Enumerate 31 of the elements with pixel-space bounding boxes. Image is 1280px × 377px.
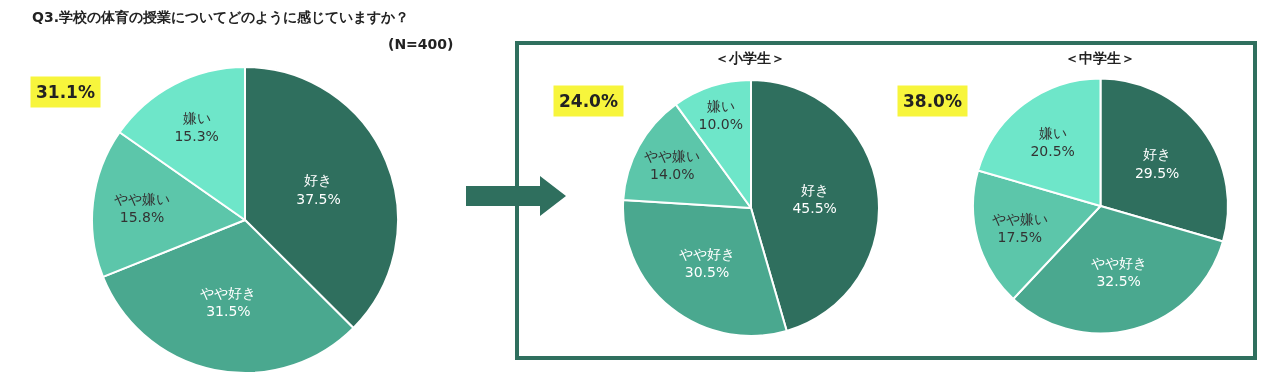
- data-label: 37.5%: [296, 190, 341, 207]
- text: 31.1%: [36, 82, 95, 102]
- data-label: 30.5%: [684, 264, 730, 281]
- slice-label: 好き: [1143, 146, 1172, 163]
- slice-label: やや嫌い: [991, 211, 1048, 227]
- slice-label: 嫌い: [182, 110, 211, 127]
- data-label: 29.5%: [1134, 164, 1180, 181]
- text: 24.0%: [559, 91, 618, 111]
- slice-label: 好き: [304, 172, 333, 189]
- chart-title: ＜中学生＞: [1065, 50, 1135, 66]
- slice-label: やや好き: [678, 245, 735, 262]
- text: (N=400): [388, 36, 454, 52]
- slice-label: やや好き: [200, 284, 257, 301]
- chart-title: ＜小学生＞: [715, 50, 785, 66]
- slice-label: やや嫌い: [114, 191, 171, 208]
- data-label: 32.5%: [1096, 273, 1141, 290]
- chart-title: Q3.学校の体育の授業についてどのように感じていますか？: [32, 9, 409, 26]
- slice-label: やや嫌い: [644, 147, 701, 164]
- slice-label: やや好き: [1090, 255, 1147, 272]
- data-label: 20.5%: [1030, 143, 1075, 160]
- data-label: 10.0%: [698, 116, 744, 133]
- slice-label: 嫌い: [706, 97, 735, 114]
- data-label: 45.5%: [792, 200, 837, 217]
- text: 38.0%: [903, 91, 962, 111]
- data-label: 14.0%: [650, 165, 695, 182]
- slice-label: 嫌い: [1038, 125, 1067, 142]
- data-label: 15.8%: [119, 209, 165, 226]
- data-label: 15.3%: [174, 128, 219, 145]
- data-label: 17.5%: [997, 229, 1042, 246]
- slice-label: 好き: [800, 181, 829, 198]
- data-label: 31.5%: [206, 302, 251, 319]
